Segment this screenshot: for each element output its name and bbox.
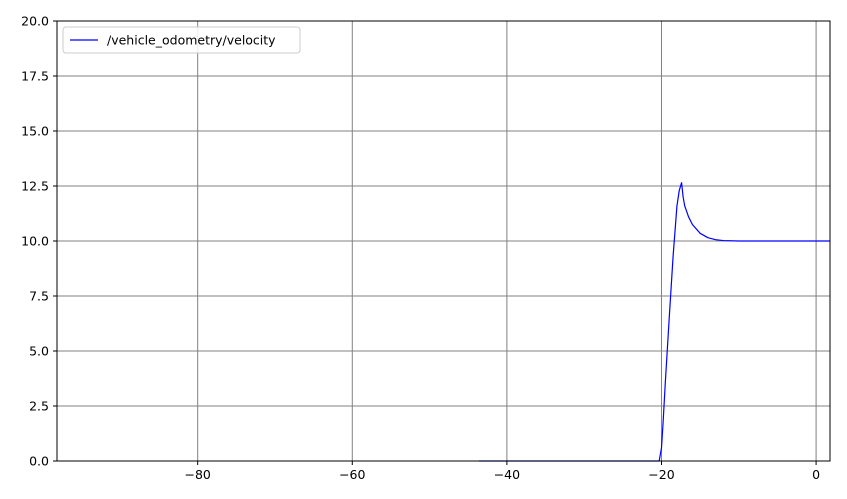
x-tick-label: 0 — [812, 467, 820, 482]
y-tick-label: 12.5 — [21, 179, 49, 194]
y-tick-label: 2.5 — [29, 399, 49, 414]
y-tick-label: 5.0 — [29, 344, 49, 359]
y-tick-label: 7.5 — [29, 289, 49, 304]
y-tick-label: 17.5 — [21, 69, 49, 84]
x-tick-label: −20 — [648, 467, 674, 482]
y-tick-label: 20.0 — [21, 14, 49, 29]
legend-label-velocity: /vehicle_odometry/velocity — [107, 33, 276, 48]
series-line-velocity — [479, 182, 830, 462]
legend: /vehicle_odometry/velocity — [62, 26, 301, 54]
x-tick-label: −40 — [494, 467, 520, 482]
y-tick-label: 15.0 — [21, 124, 49, 139]
series-layer — [479, 182, 830, 462]
legend-box — [62, 26, 301, 54]
plot-frame — [56, 20, 831, 462]
y-tick-label: 10.0 — [21, 234, 49, 249]
axis-ticks: −80 −60 −40 −20 0 0.0 2.5 5.0 7.5 10.0 12.5 15.0 17.… — [21, 14, 820, 483]
x-tick-label: −60 — [339, 467, 365, 482]
y-tick-label: 0.0 — [29, 454, 49, 469]
x-tick-label: −80 — [184, 467, 210, 482]
